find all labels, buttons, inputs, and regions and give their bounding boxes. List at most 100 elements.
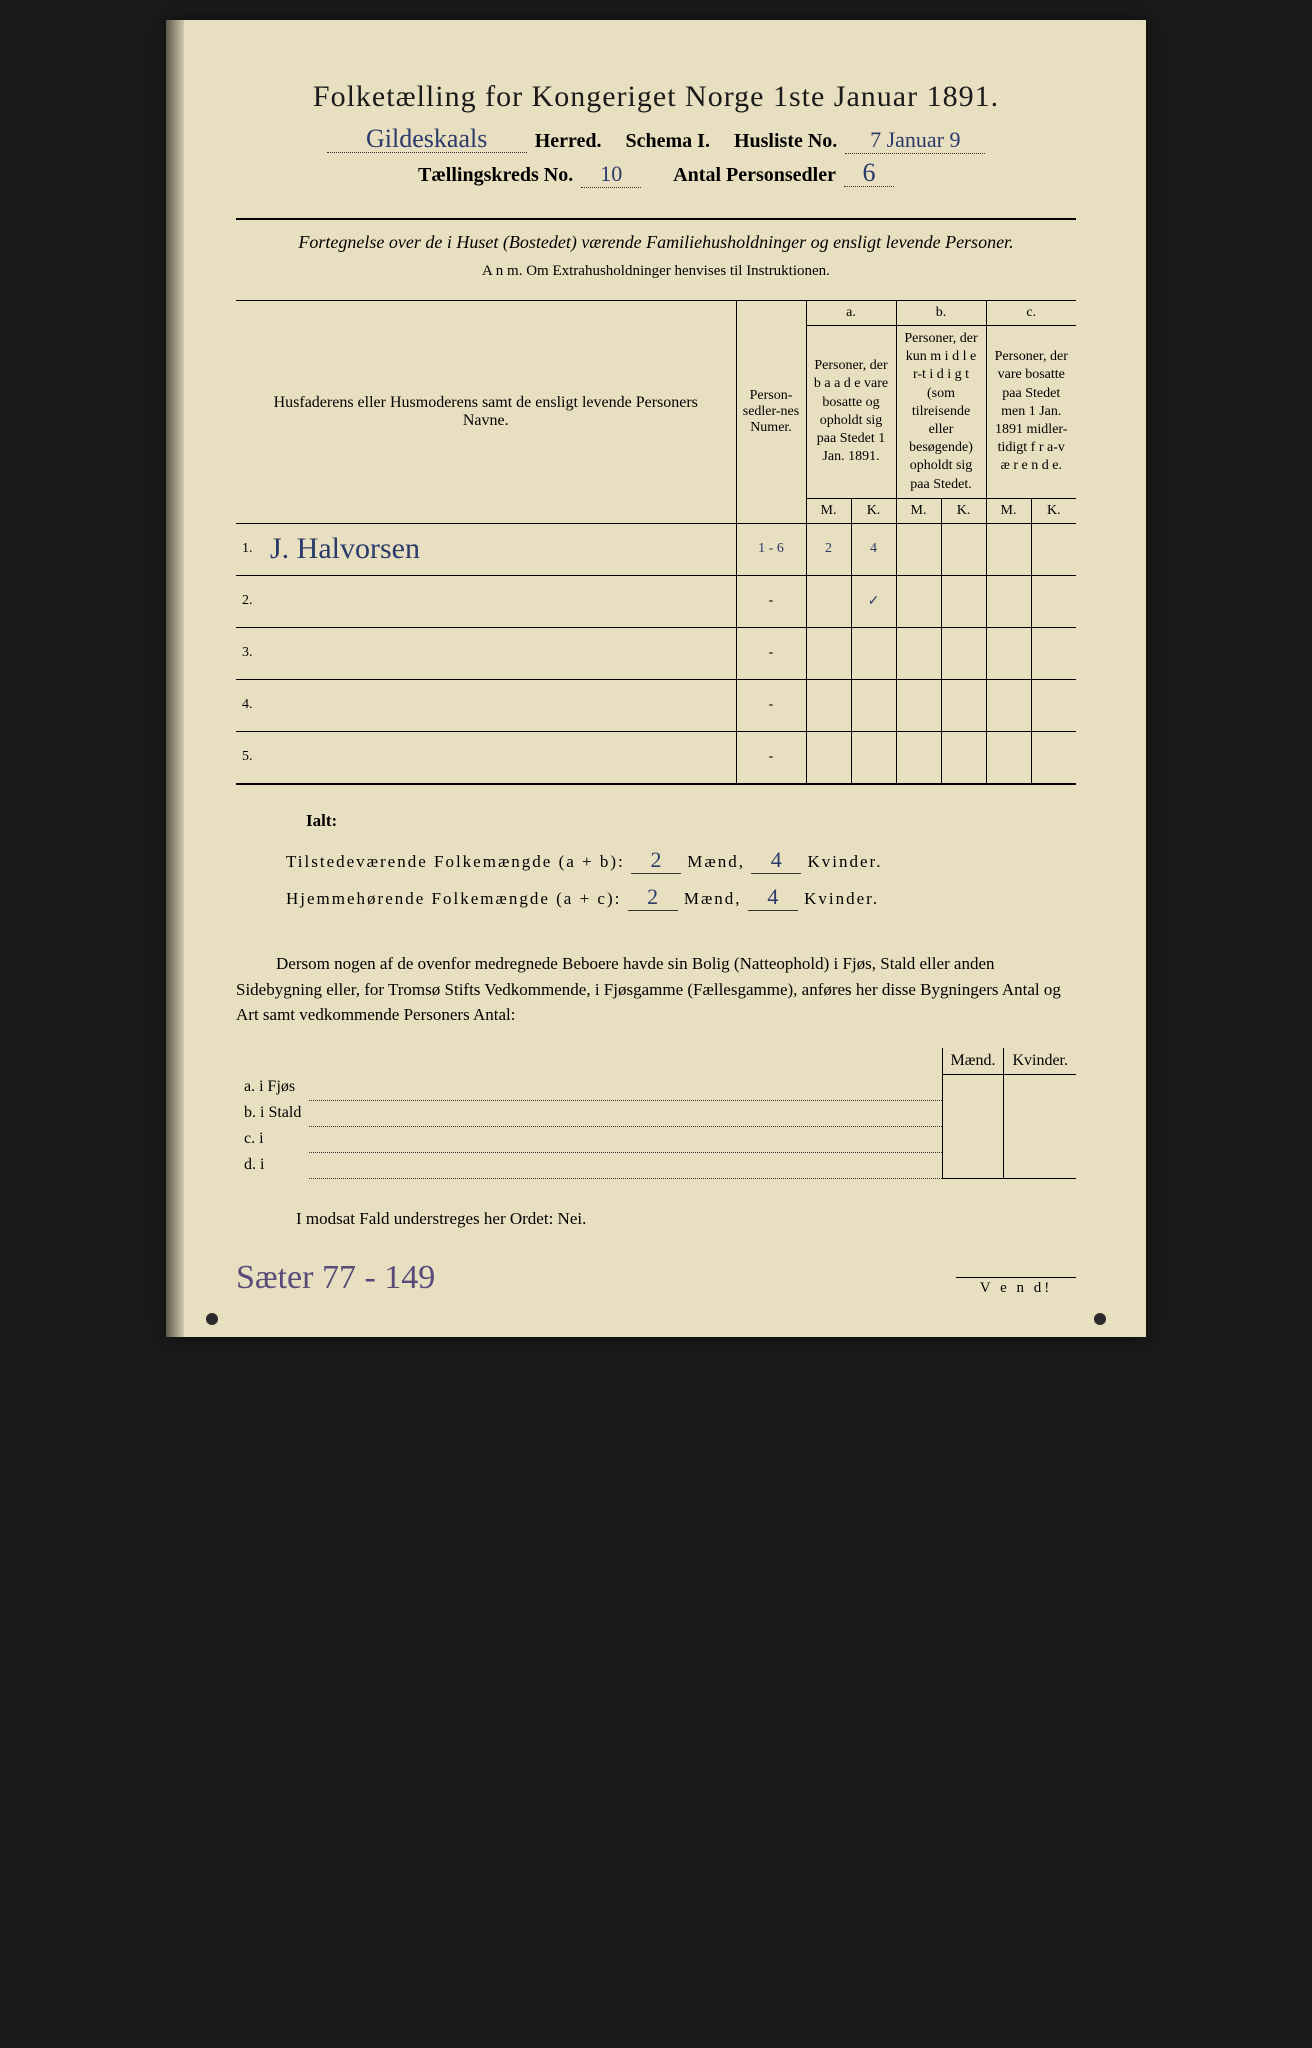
husliste-value: 7 Januar 9 [845, 127, 985, 154]
table-row: 3. - [236, 627, 1076, 679]
row-a-m [806, 731, 851, 783]
byg-kvinder-header: Kvinder. [1004, 1048, 1076, 1075]
table-row: 5. - [236, 731, 1076, 783]
punch-hole-icon [1094, 1313, 1106, 1325]
table-row: 4. - [236, 679, 1076, 731]
row-c-k [1031, 731, 1076, 783]
col-b-desc: Personer, der kun m i d l e r-t i d i g … [896, 326, 986, 499]
table-row: 2. - ✓ [236, 575, 1076, 627]
byg-k [1004, 1074, 1076, 1100]
bygning-table: Mænd. Kvinder. a. i Fjøs b. i Stald c. i… [236, 1048, 1076, 1179]
byg-k [1004, 1126, 1076, 1152]
row-a-m [806, 575, 851, 627]
schema-label: Schema I. [626, 130, 710, 153]
page-title: Folketælling for Kongeriget Norge 1ste J… [236, 80, 1076, 114]
ialt-r2-m: 2 [628, 884, 678, 911]
byg-k [1004, 1152, 1076, 1178]
row-b-m [896, 523, 941, 575]
ialt-maend: Mænd, [684, 889, 742, 908]
byg-label: c. i [236, 1126, 309, 1152]
bottom-handwriting: Sæter 77 - 149 [236, 1259, 435, 1297]
header-line-1: Gildeskaals Herred. Schema I. Husliste N… [236, 126, 1076, 154]
modsat-line: I modsat Fald understreges her Ordet: Ne… [236, 1209, 1076, 1229]
ialt-row-1: Tilstedeværende Folkemængde (a + b): 2 M… [286, 847, 1076, 874]
table-body: 1. J. Halvorsen 1 - 6 2 4 2. - ✓ [236, 523, 1076, 783]
col-b-k: K. [941, 498, 986, 523]
row-person: 1 - 6 [736, 523, 806, 575]
ialt-row-2: Hjemmehørende Folkemængde (a + c): 2 Mæn… [286, 884, 1076, 911]
col-a-m: M. [806, 498, 851, 523]
ialt-r1-m: 2 [631, 847, 681, 874]
byg-k [1004, 1100, 1076, 1126]
col-a-label: a. [806, 301, 896, 326]
ialt-row1-pre: Tilstedeværende Folkemængde (a + b): [286, 852, 625, 871]
row-b-k [941, 731, 986, 783]
fortegnelse-heading: Fortegnelse over de i Huset (Bostedet) v… [236, 218, 1076, 253]
row-a-k: ✓ [851, 575, 896, 627]
row-a-m [806, 627, 851, 679]
dersom-paragraph: Dersom nogen af de ovenfor medregnede Be… [236, 951, 1076, 1028]
col-person-header: Person-sedler-nes Numer. [736, 301, 806, 524]
ialt-label: Ialt: [306, 811, 1076, 831]
row-name: J. Halvorsen [270, 532, 420, 565]
ialt-section: Ialt: Tilstedeværende Folkemængde (a + b… [286, 811, 1076, 911]
row-b-m [896, 679, 941, 731]
row-name [264, 627, 736, 679]
row-c-k [1031, 523, 1076, 575]
byg-m [942, 1074, 1004, 1100]
vend-label: V e n d! [956, 1277, 1076, 1297]
punch-hole-icon [206, 1313, 218, 1325]
col-b-m: M. [896, 498, 941, 523]
row-c-m [986, 523, 1031, 575]
row-name [264, 679, 736, 731]
ialt-kvinder: Kvinder. [807, 852, 882, 871]
row-num: 2. [236, 575, 264, 627]
row-num: 3. [236, 627, 264, 679]
row-c-m [986, 575, 1031, 627]
row-c-k [1031, 679, 1076, 731]
byg-label: d. i [236, 1152, 309, 1178]
row-num: 5. [236, 731, 264, 783]
row-b-m [896, 627, 941, 679]
bygning-row: d. i [236, 1152, 1076, 1178]
row-name [264, 731, 736, 783]
kreds-value: 10 [581, 161, 641, 188]
row-a-m: 2 [806, 523, 851, 575]
row-a-m [806, 679, 851, 731]
col-a-k: K. [851, 498, 896, 523]
row-b-m [896, 731, 941, 783]
row-person: - [736, 627, 806, 679]
byg-label: a. i Fjøs [236, 1074, 309, 1100]
byg-m [942, 1152, 1004, 1178]
col-a-desc: Personer, der b a a d e vare bosatte og … [806, 326, 896, 499]
anm-note: A n m. Om Extrahusholdninger henvises ti… [236, 263, 1076, 280]
row-c-k [1031, 627, 1076, 679]
bygning-row: a. i Fjøs [236, 1074, 1076, 1100]
ialt-row2-pre: Hjemmehørende Folkemængde (a + c): [286, 889, 621, 908]
row-c-m [986, 627, 1031, 679]
row-c-k [1031, 575, 1076, 627]
antal-label: Antal Personsedler [673, 164, 836, 187]
bygning-row: c. i [236, 1126, 1076, 1152]
row-a-k [851, 679, 896, 731]
row-a-k [851, 731, 896, 783]
byg-m [942, 1100, 1004, 1126]
row-person: - [736, 575, 806, 627]
byg-m [942, 1126, 1004, 1152]
ialt-r2-k: 4 [748, 884, 798, 911]
col-name-header: Husfaderens eller Husmoderens samt de en… [236, 301, 736, 524]
herred-value: Gildeskaals [327, 126, 527, 153]
row-b-k [941, 523, 986, 575]
col-b-label: b. [896, 301, 986, 326]
row-num: 4. [236, 679, 264, 731]
husliste-label: Husliste No. [734, 130, 837, 153]
antal-value: 6 [844, 160, 894, 187]
row-name [264, 575, 736, 627]
row-a-k [851, 627, 896, 679]
ialt-r1-k: 4 [751, 847, 801, 874]
census-form-page: Folketælling for Kongeriget Norge 1ste J… [166, 20, 1146, 1337]
header-line-2: Tællingskreds No. 10 Antal Personsedler … [236, 160, 1076, 188]
row-a-k: 4 [851, 523, 896, 575]
row-num: 1. [236, 523, 264, 575]
kreds-label: Tællingskreds No. [418, 164, 573, 187]
